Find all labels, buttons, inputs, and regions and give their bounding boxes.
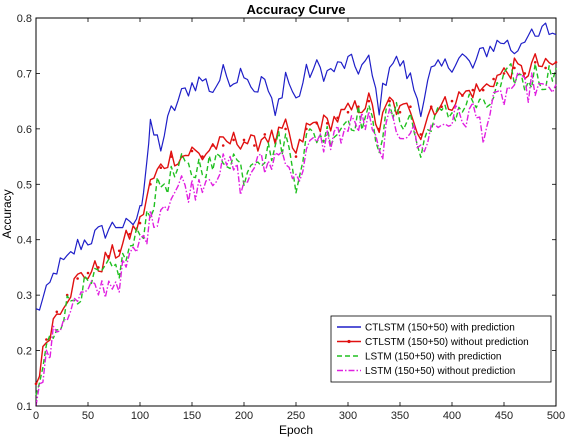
- x-tick-label: 50: [82, 410, 94, 422]
- legend-label: CTLSTM (150+50) with prediction: [365, 323, 515, 334]
- series-point: [523, 72, 527, 75]
- x-tick-label: 150: [183, 410, 201, 422]
- series-point: [502, 72, 506, 75]
- series-line-lstm-150-50-without-prediction: [35, 71, 557, 407]
- series-point: [201, 155, 204, 158]
- series-point: [315, 122, 319, 125]
- y-axis-label: Accuracy: [0, 189, 14, 238]
- y-tick-label: 0.6: [17, 124, 32, 136]
- series-point: [242, 138, 246, 142]
- series-line-ctlstm-150-50-without-prediction: [35, 53, 557, 385]
- x-tick-label: 250: [287, 410, 305, 422]
- series-point: [325, 122, 329, 125]
- series-point: [336, 116, 339, 120]
- series-point: [253, 144, 256, 147]
- series-line-lstm-150-50-with-prediction: [35, 62, 557, 396]
- series-point: [117, 249, 121, 253]
- legend-label: CTLSTM (150+50) without prediction: [365, 337, 529, 348]
- series-point: [221, 144, 225, 147]
- series-point: [138, 221, 142, 225]
- series-point: [294, 155, 298, 158]
- x-tick-label: 500: [547, 410, 565, 422]
- legend-label: LSTM (150+50) with prediction: [365, 352, 501, 363]
- series-point: [76, 277, 79, 280]
- x-tick-label: 0: [33, 410, 39, 422]
- series-point: [305, 127, 308, 131]
- series-point: [513, 66, 516, 70]
- y-tick-label: 0.2: [17, 346, 32, 358]
- series-point: [409, 105, 412, 108]
- series-point: [159, 166, 163, 169]
- y-tick-label: 0.8: [17, 13, 32, 25]
- x-tick-label: 100: [131, 410, 149, 422]
- y-tick-label: 0.7: [17, 68, 32, 80]
- x-tick-label: 300: [339, 410, 357, 422]
- series-point: [263, 133, 267, 136]
- series-point: [346, 110, 350, 114]
- y-tick-label: 0.4: [17, 235, 32, 247]
- series-point: [169, 155, 173, 158]
- series-point: [107, 254, 111, 258]
- series-point: [273, 138, 277, 142]
- series-point: [471, 88, 475, 92]
- chart-title: Accuracy Curve: [247, 2, 346, 17]
- series-point: [190, 149, 194, 153]
- series-point: [232, 138, 235, 142]
- x-axis-label: Epoch: [279, 423, 313, 437]
- legend-label: LSTM (150+50) without prediction: [365, 366, 515, 377]
- series-point: [544, 66, 547, 70]
- series-point: [377, 127, 381, 131]
- series-point: [211, 144, 215, 147]
- y-tick-label: 0.1: [17, 401, 32, 413]
- series-point: [367, 99, 371, 103]
- series-line-ctlstm-150-50-with-prediction: [35, 22, 557, 311]
- series-point: [492, 77, 495, 81]
- series-point: [461, 94, 464, 97]
- series-point: [128, 232, 131, 236]
- series-point: [533, 61, 537, 64]
- y-tick-label: 0.3: [17, 290, 32, 302]
- y-tick-label: 0.5: [17, 179, 32, 191]
- legend-marker: [347, 339, 351, 344]
- legend-box: [330, 315, 552, 383]
- x-tick-label: 200: [235, 410, 253, 422]
- series-point: [388, 99, 391, 103]
- series-point: [398, 110, 402, 114]
- series-point: [554, 61, 558, 64]
- x-tick-label: 350: [391, 410, 409, 422]
- series-point: [34, 382, 38, 386]
- series-point: [481, 88, 485, 92]
- series-point: [55, 310, 59, 314]
- x-tick-label: 450: [495, 410, 513, 422]
- series-point: [419, 133, 423, 136]
- legend: CTLSTM (150+50) with prediction CTLSTM (1…: [330, 315, 552, 383]
- series-point: [86, 271, 90, 275]
- x-tick-label: 400: [443, 410, 461, 422]
- axis-ticks: 0 50 100 150 200 250 300 350 400 450 500 0.1 0.2 0.3 0…: [17, 13, 565, 422]
- series-point: [45, 338, 48, 341]
- series-point: [357, 105, 360, 108]
- series-point: [97, 266, 100, 269]
- series-point: [429, 105, 433, 108]
- series-point: [149, 183, 152, 186]
- series-point: [284, 127, 287, 131]
- series-point: [440, 105, 443, 108]
- series-point: [450, 99, 454, 103]
